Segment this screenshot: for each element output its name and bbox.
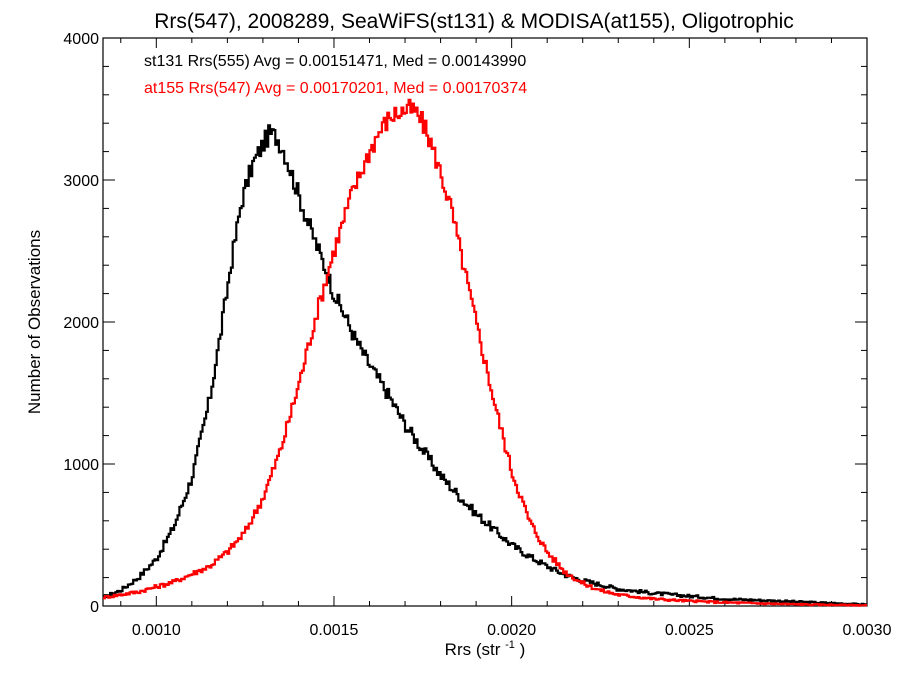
x-tick-label: 0.0015 xyxy=(310,622,359,639)
y-tick-label: 4000 xyxy=(63,31,99,48)
x-tick-label: 0.0030 xyxy=(843,622,892,639)
y-tick-label: 0 xyxy=(90,599,99,616)
y-tick-label: 2000 xyxy=(63,315,99,332)
series-st131-line xyxy=(103,124,867,606)
axis-ticks xyxy=(103,37,868,607)
y-axis-label: Number of Observations xyxy=(25,230,44,414)
x-axis-label-main: Rrs (str xyxy=(445,640,501,659)
x-tick-label: 0.0010 xyxy=(132,622,181,639)
x-axis-label: Rrs (str -1 ) xyxy=(445,633,526,659)
x-axis-label-end: ) xyxy=(520,640,526,659)
y-tick-label: 1000 xyxy=(63,457,99,474)
x-tick-labels: 0.0010 0.0015 0.0020 0.0025 0.0030 xyxy=(132,622,892,639)
series-layer xyxy=(103,98,867,607)
annotation-at155: at155 Rrs(547) Avg = 0.00170201, Med = 0… xyxy=(144,80,527,97)
x-axis-label-superscript: -1 xyxy=(505,639,515,651)
chart-title: Rrs(547), 2008289, SeaWiFS(st131) & MODI… xyxy=(154,10,794,33)
y-tick-label: 3000 xyxy=(63,173,99,190)
y-tick-labels: 0 1000 2000 3000 4000 xyxy=(63,31,99,616)
series-at155-line xyxy=(103,98,867,607)
x-tick-label: 0.0025 xyxy=(665,622,714,639)
plot-frame xyxy=(102,37,868,607)
annotation-st131: st131 Rrs(555) Avg = 0.00151471, Med = 0… xyxy=(144,53,526,70)
x-tick-label: 0.0020 xyxy=(487,622,536,639)
